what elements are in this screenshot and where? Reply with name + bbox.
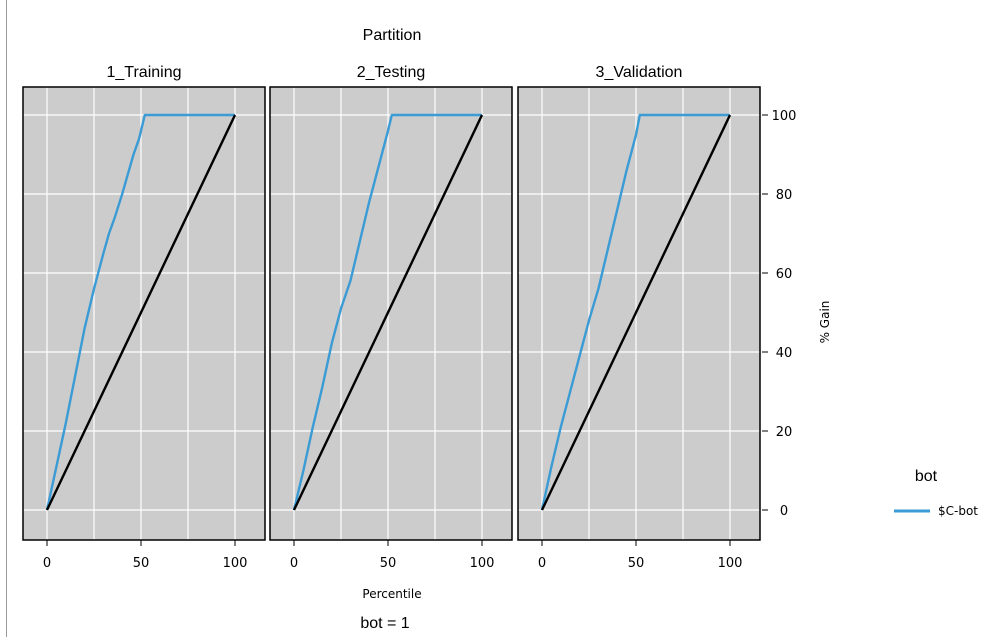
x-tick-label: 100	[470, 556, 495, 571]
y-tick-label: 0	[780, 504, 788, 519]
y-tick-label: 20	[776, 425, 793, 440]
y-axis-label: % Gain	[818, 301, 832, 344]
panel-background	[270, 87, 512, 540]
x-tick-label: 100	[718, 556, 743, 571]
y-tick-label: 40	[776, 346, 793, 361]
x-tick-label: 0	[538, 556, 546, 571]
x-tick-label: 50	[380, 556, 397, 571]
x-tick-label: 50	[628, 556, 645, 571]
x-tick-label: 50	[133, 556, 150, 571]
legend-title: bot	[915, 468, 938, 485]
panel-background	[23, 87, 265, 540]
chart-title: Partition	[363, 27, 422, 44]
y-tick-label: 60	[776, 267, 793, 282]
panel-background	[518, 87, 760, 540]
y-tick-label: 100	[772, 109, 797, 124]
chart-subtitle: bot = 1	[360, 615, 409, 632]
y-tick-label: 80	[776, 188, 793, 203]
x-tick-label: 0	[290, 556, 298, 571]
panel-strip-label: 2_Testing	[357, 64, 426, 81]
legend-entry-label: $C-bot	[938, 504, 978, 518]
x-tick-label: 100	[223, 556, 248, 571]
x-axis-label: Percentile	[362, 587, 421, 601]
x-tick-label: 0	[43, 556, 51, 571]
panels-group: 1_Training 0 50 100 2_Testing 0 50 100 3_Validat…	[23, 64, 796, 571]
panel-strip-label: 3_Validation	[596, 64, 683, 81]
panel-strip-label: 1_Training	[106, 64, 181, 81]
